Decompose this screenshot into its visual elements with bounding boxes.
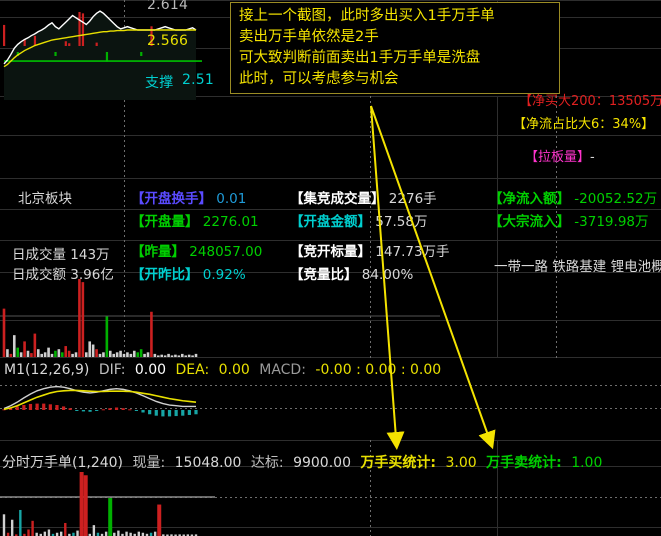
open-amount-label: 【开盘金额】 <box>290 214 371 230</box>
grid-hline <box>0 96 661 97</box>
macd-dif-label: DIF: <box>98 362 126 378</box>
grid-hline <box>0 209 661 210</box>
wanshou-target-value: 9900.00 <box>293 455 351 471</box>
net-buy-big200-label: 【净买大200： <box>519 94 609 109</box>
net-inflow-label: 【净流入额】 <box>489 191 570 207</box>
prev-volume-value: 248057.00 <box>189 244 263 260</box>
wanshou-buy-value: 3.00 <box>445 455 477 471</box>
net-flow-ratio-label: 【净流占比大6： <box>513 117 613 132</box>
net-buy-big200-stat: 【净买大200：13505万 <box>519 90 661 109</box>
macd-macd-value: -0.00 : 0.00 : 0.00 <box>315 362 442 378</box>
open-amount-stat: 【开盘金额】 57.58万 <box>290 210 427 230</box>
net-inflow-value: -20052.52万 <box>574 191 658 207</box>
macd-chart[interactable] <box>0 380 440 440</box>
wanshou-title: 分时万手单(1,240) <box>2 455 124 471</box>
open-prev-ratio-stat: 【开昨比】 0.92% <box>131 263 246 283</box>
net-inflow-stat: 【净流入额】 -20052.52万 <box>489 187 657 207</box>
wanshou-indicator-row[interactable]: 分时万手单(1,240) 现量: 15048.00 达标: 9900.00 万手… <box>2 452 607 472</box>
macd-dotted-gridline <box>0 408 661 409</box>
grid-hline <box>0 0 661 1</box>
open-turnover-stat: 【开盘换手】 0.01 <box>131 187 246 207</box>
prev-volume-label: 【昨量】 <box>131 244 185 260</box>
grid-hline <box>0 135 661 136</box>
grid-hline <box>0 527 661 528</box>
wanshou-now-label: 现量: <box>132 455 166 471</box>
intraday-price-chart[interactable] <box>0 0 440 100</box>
support-label: 支撑 <box>145 75 174 91</box>
daily-turnover: 日成交额 3.96亿 <box>12 267 114 283</box>
concept-tags[interactable]: 一带一路 铁路基建 锂电池概 <box>494 259 661 275</box>
wanshou-sell-label: 万手卖统计: <box>486 455 562 471</box>
auction-ratio-label: 【竞量比】 <box>290 267 358 283</box>
macd-dea-value: 0.00 <box>218 362 250 378</box>
wanshou-chart[interactable] <box>0 466 440 536</box>
grid-hline <box>0 240 661 241</box>
annotation-line-1: 接上一个截图，此时多出买入1手万手单 <box>239 8 495 24</box>
grid-hline <box>0 357 661 358</box>
open-turnover-value: 0.01 <box>216 191 247 207</box>
bottom-dotted-gridline <box>0 497 661 498</box>
open-amount-value: 57.58万 <box>375 214 428 230</box>
grid-hline <box>0 178 661 179</box>
support-value: 2.51 <box>182 72 214 88</box>
auction-benchmark-label: 【竞开标量】 <box>290 244 371 260</box>
auction-benchmark-value: 147.73万手 <box>375 244 450 260</box>
net-flow-ratio-value: 34%】 <box>612 117 655 132</box>
time-marker-dotted <box>124 0 125 272</box>
annotation-line-3: 可大致判断前面卖出1手万手单是洗盘 <box>239 50 481 66</box>
wanshou-now-value: 15048.00 <box>174 455 242 471</box>
annotation-line-2: 卖出万手单依然是2手 <box>239 29 379 45</box>
grid-vline <box>497 440 498 536</box>
macd-macd-label: MACD: <box>259 362 306 378</box>
volume-chart[interactable] <box>0 275 440 357</box>
annotation-line-4: 此时，可以考虑参与机会 <box>239 71 399 87</box>
laban-volume-label: 【拉板量】 <box>525 150 591 165</box>
grid-vline <box>497 96 498 358</box>
annotation-callout: 接上一个截图，此时多出买入1手万手单 卖出万手单依然是2手 可大致判断前面卖出1… <box>230 2 560 94</box>
auction-volume-stat: 【集竞成交量】 2276手 <box>290 187 437 207</box>
block-inflow-value: -3719.98万 <box>574 214 649 230</box>
time-marker-dotted <box>556 96 557 358</box>
daily-volume: 日成交量 143万 <box>12 247 110 263</box>
prev-volume-stat: 【昨量】 248057.00 <box>131 240 262 260</box>
open-prev-ratio-label: 【开昨比】 <box>131 267 199 283</box>
auction-benchmark-stat: 【竞开标量】 147.73万手 <box>290 240 450 260</box>
block-inflow-label: 【大宗流入】 <box>489 214 570 230</box>
block-inflow-stat: 【大宗流入】 -3719.98万 <box>489 210 649 230</box>
net-flow-ratio-stat: 【净流占比大6：34%】 <box>513 113 654 132</box>
open-volume-label: 【开盘量】 <box>131 214 199 230</box>
open-volume-value: 2276.01 <box>202 214 259 230</box>
grid-hline <box>0 440 661 441</box>
price-current-label: 2.566 <box>147 33 189 49</box>
laban-volume-value: - <box>590 150 595 165</box>
grid-hline <box>0 466 661 467</box>
wanshou-target-label: 达标: <box>250 455 284 471</box>
time-marker-dotted <box>370 440 371 536</box>
auction-volume-value: 2276手 <box>388 191 437 207</box>
macd-title: M1(12,26,9) <box>4 362 90 378</box>
open-turnover-label: 【开盘换手】 <box>131 191 212 207</box>
grid-hline <box>0 272 661 273</box>
macd-dif-value: 0.00 <box>134 362 167 378</box>
laban-volume-stat: 【拉板量】- <box>525 146 595 165</box>
open-volume-stat: 【开盘量】 2276.01 <box>131 210 259 230</box>
wanshou-sell-value: 1.00 <box>571 455 603 471</box>
macd-dea-label: DEA: <box>175 362 210 378</box>
grid-hline <box>0 320 661 321</box>
open-prev-ratio-value: 0.92% <box>202 267 246 283</box>
macd-dotted-gridline <box>0 385 661 386</box>
auction-volume-label: 【集竞成交量】 <box>290 191 385 207</box>
price-axis-top-label: 2.614 <box>147 0 189 13</box>
net-buy-big200-value: 13505万 <box>608 94 661 109</box>
wanshou-buy-label: 万手买统计: <box>360 455 437 471</box>
macd-indicator-row[interactable]: M1(12,26,9) DIF: 0.00 DEA: 0.00 MACD: -0… <box>4 362 446 378</box>
sector-name: 北京板块 <box>18 191 72 207</box>
